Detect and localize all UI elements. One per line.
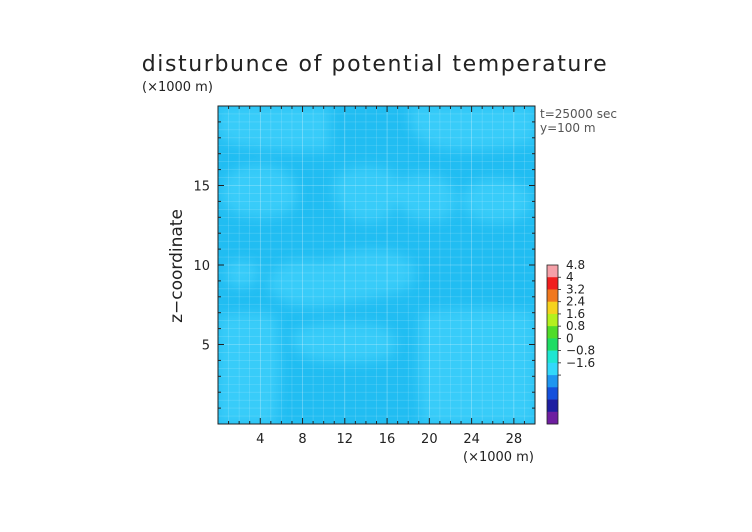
- colorbar-frame: [546, 264, 559, 425]
- colorbar: 4.843.22.41.60.80−0.8−1.6: [546, 258, 595, 425]
- y-unit-label: (×1000 m): [142, 80, 213, 95]
- colorbar-label: 2.4: [566, 295, 585, 309]
- colorbar-segment: [547, 265, 558, 278]
- anomaly-patch-top-right: [410, 106, 535, 150]
- anomaly-patch-upper-right: [395, 173, 457, 221]
- x-tick-label: 24: [463, 432, 480, 447]
- chart-title: disturbunce of potential temperature: [142, 52, 609, 77]
- colorbar-label: 0.8: [566, 319, 585, 333]
- colorbar-segment: [547, 375, 558, 388]
- colorbar-segment: [547, 411, 558, 425]
- colorbar-segment: [547, 338, 558, 351]
- colorbar-segment: [547, 350, 558, 364]
- x-tick-label: 16: [379, 432, 396, 447]
- colorbar-segment: [547, 362, 558, 376]
- x-tick-label: 28: [506, 432, 523, 447]
- y-axis-title: z−coordinate: [167, 209, 187, 323]
- position-annotation: y=100 m: [540, 121, 596, 135]
- anomaly-patch-upper-left: [220, 164, 298, 218]
- anomaly-patch-lower-center: [292, 322, 396, 363]
- anomaly-patch-lower-right: [417, 308, 535, 424]
- anomaly-patch-upper-center: [333, 167, 400, 223]
- colorbar-label: 4.8: [566, 258, 585, 272]
- y-tick-label: 5: [202, 339, 210, 354]
- heatmap-plot-area: [217, 105, 536, 425]
- y-axis: 5 10 15: [193, 121, 535, 409]
- anomaly-patch-middle-left: [224, 260, 260, 288]
- colorbar-segment: [547, 277, 558, 290]
- colorbar-segment: [547, 289, 558, 302]
- x-axis: 4 8 12 16 20 24 28: [228, 106, 525, 447]
- positive-anomaly-patches: [218, 106, 535, 424]
- x-tick-label: 8: [298, 432, 306, 447]
- y-tick-label: 15: [193, 180, 210, 195]
- anomaly-patch-top-left: [218, 106, 330, 151]
- anomaly-patch-far-right: [461, 178, 532, 223]
- colorbar-label: 0: [566, 331, 574, 345]
- colorbar-label: 1.6: [566, 307, 585, 321]
- colorbar-label: −0.8: [566, 344, 595, 358]
- x-unit-label: (×1000 m): [463, 450, 534, 465]
- colorbar-segment: [547, 399, 558, 413]
- grid-lines: [218, 106, 535, 424]
- colorbar-label: 3.2: [566, 282, 585, 296]
- x-tick-label: 12: [337, 432, 354, 447]
- time-annotation: t=25000 sec: [540, 107, 617, 121]
- colorbar-segment: [547, 313, 558, 327]
- colorbar-label: 4: [566, 270, 574, 284]
- anomaly-patch-lower-left: [218, 312, 280, 424]
- colorbar-label: −1.6: [566, 356, 595, 370]
- x-tick-label: 20: [421, 432, 438, 447]
- colorbar-segment: [547, 326, 558, 339]
- colorbar-segment: [547, 301, 558, 315]
- anomaly-patch-middle: [267, 249, 415, 308]
- colorbar-segment: [547, 387, 558, 400]
- x-tick-label: 4: [256, 432, 264, 447]
- y-tick-label: 10: [193, 259, 210, 274]
